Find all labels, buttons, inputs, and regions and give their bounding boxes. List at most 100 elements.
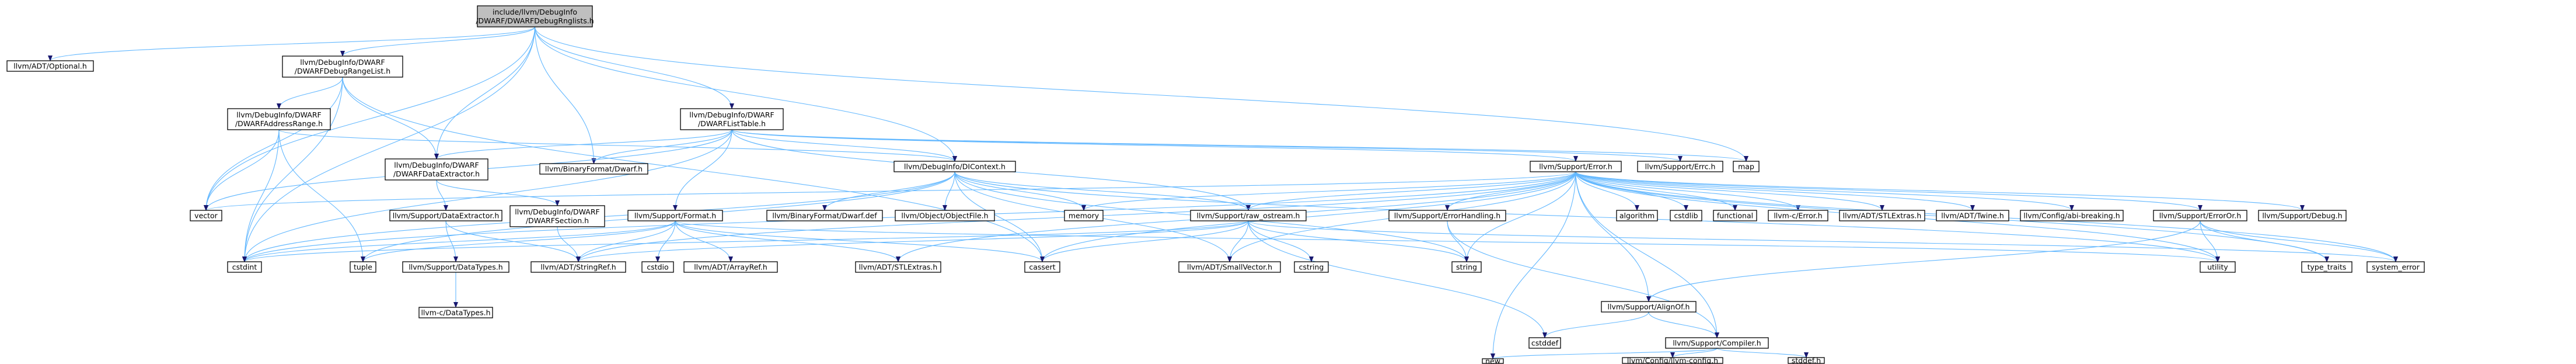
- node-label: string: [1456, 263, 1477, 272]
- node-vector[interactable]: vector: [190, 210, 222, 221]
- node-box: [1528, 337, 1561, 349]
- node-label: vector: [194, 212, 218, 220]
- edge-dataextractor-to-dwarfsection: [436, 179, 560, 206]
- node-cassert[interactable]: cassert: [1024, 261, 1060, 273]
- edge-root-to-dwarfh: [534, 26, 596, 164]
- node-label: memory: [1069, 212, 1099, 220]
- node-rawostream[interactable]: llvm/Support/raw_ostream.h: [1190, 210, 1307, 221]
- edge-listtable-to-cstdint: [242, 129, 732, 262]
- node-cstddef[interactable]: cstddef: [1528, 337, 1561, 349]
- node-systemerror[interactable]: system_error: [2366, 261, 2425, 273]
- node-box: [1451, 261, 1482, 273]
- node-box: [1294, 261, 1329, 273]
- node-format[interactable]: llvm/Support/Format.h: [627, 210, 723, 221]
- edge-root-to-rangelist: [340, 26, 536, 57]
- node-label: /DWARF/DWARFDebugRnglists.h: [476, 16, 594, 25]
- edge-root-to-map: [534, 26, 1748, 162]
- node-stringref[interactable]: llvm/ADT/StringRef.h: [530, 261, 626, 273]
- node-cstring[interactable]: cstring: [1294, 261, 1329, 273]
- node-optional[interactable]: llvm/ADT/Optional.h: [6, 60, 94, 72]
- node-label: llvm/DebugInfo/DWARF: [689, 110, 774, 119]
- node-algorithm[interactable]: algorithm: [1616, 210, 1658, 221]
- node-stlextras2[interactable]: llvm/ADT/STLExtras.h: [1839, 210, 1925, 221]
- edge-errorhandling-to-string: [1447, 220, 1469, 262]
- node-label: cassert: [1029, 263, 1055, 272]
- node-alignof[interactable]: llvm/Support/AlignOf.h: [1601, 301, 1697, 313]
- node-utility[interactable]: utility: [2200, 261, 2236, 273]
- node-label: cstdlib: [1674, 212, 1698, 220]
- edge-sde-to-stringref: [445, 220, 581, 262]
- node-addrrange[interactable]: llvm/DebugInfo/DWARF/DWARFAddressRange.h: [227, 108, 331, 130]
- node-functional[interactable]: functional: [1713, 210, 1757, 221]
- node-label: llvm/Support/Errc.h: [1645, 162, 1716, 171]
- node-erroror[interactable]: llvm/Support/ErrorOr.h: [2153, 210, 2247, 221]
- node-cstdio[interactable]: cstdio: [641, 261, 674, 273]
- node-label: /DWARFSection.h: [526, 216, 589, 225]
- node-string[interactable]: string: [1451, 261, 1482, 273]
- node-sde[interactable]: llvm/Support/DataExtractor.h: [389, 210, 502, 221]
- node-memory[interactable]: memory: [1064, 210, 1104, 221]
- node-root[interactable]: include/llvm/DebugInfo/DWARF/DWARFDebugR…: [476, 5, 594, 27]
- node-dataextractor[interactable]: llvm/DebugInfo/DWARF/DWARFDataExtractor.…: [385, 158, 488, 181]
- edge-erroror-to-systemerror: [2200, 220, 2398, 262]
- edge-dataextractor-to-sde: [436, 179, 448, 211]
- node-new[interactable]: new: [1482, 357, 1504, 364]
- node-map[interactable]: map: [1733, 161, 1760, 172]
- node-typetraits[interactable]: type_traits: [2301, 261, 2352, 273]
- edge-dicontext-to-rawostream: [954, 171, 1251, 211]
- node-box: [2200, 261, 2236, 273]
- node-compiler[interactable]: llvm/Support/Compiler.h: [1665, 337, 1769, 349]
- node-twine[interactable]: llvm/ADT/Twine.h: [1936, 210, 2009, 221]
- node-box: [1190, 210, 1307, 221]
- node-stddef[interactable]: stddef.h: [1788, 356, 1825, 364]
- edge-listtable-to-format: [673, 129, 732, 211]
- node-dwarfdef[interactable]: llvm/BinaryFormat/Dwarf.def: [766, 210, 883, 221]
- node-box: [2153, 210, 2247, 221]
- node-box: [1178, 261, 1281, 273]
- node-stlextras[interactable]: llvm/ADT/STLExtras.h: [855, 261, 941, 273]
- node-errorhandling[interactable]: llvm/Support/ErrorHandling.h: [1388, 210, 1506, 221]
- node-abibreaking[interactable]: llvm/Config/abi-breaking.h: [2020, 210, 2124, 221]
- edge-error-to-string: [1464, 171, 1576, 262]
- edge-addrrange-to-cstdint: [242, 129, 280, 262]
- node-error[interactable]: llvm/Support/Error.h: [1530, 161, 1622, 172]
- node-label: utility: [2207, 263, 2228, 272]
- node-dicontext[interactable]: llvm/DebugInfo/DIContext.h: [893, 161, 1016, 172]
- edge-rawostream-to-cstddef: [1248, 220, 1547, 338]
- node-debugh[interactable]: llvm/Support/Debug.h: [2258, 210, 2347, 221]
- node-llvmconfig[interactable]: llvm/Config/llvm-config.h: [1622, 356, 1723, 364]
- node-label: llvm/Support/DataTypes.h: [409, 263, 502, 272]
- node-cstdint[interactable]: cstdint: [227, 261, 262, 273]
- node-arrayref[interactable]: llvm/ADT/ArrayRef.h: [683, 261, 778, 273]
- edge-root-to-optional: [48, 26, 536, 61]
- node-label: cstddef: [1531, 339, 1559, 348]
- edge-error-to-algorithm: [1575, 171, 1639, 211]
- node-rangelist[interactable]: llvm/DebugInfo/DWARF/DWARFDebugRangeList…: [282, 56, 403, 78]
- node-datatypes[interactable]: llvm/Support/DataTypes.h: [402, 261, 509, 273]
- node-tuple[interactable]: tuple: [350, 261, 376, 273]
- node-dwarfh[interactable]: llvm/BinaryFormat/Dwarf.h: [539, 163, 648, 175]
- edge-dicontext-to-cassert: [954, 171, 1045, 262]
- edge-error-to-erroror: [1575, 171, 2202, 211]
- node-errc[interactable]: llvm/Support/Errc.h: [1637, 161, 1723, 172]
- node-label: /DWARFListTable.h: [698, 119, 766, 128]
- node-listtable[interactable]: llvm/DebugInfo/DWARF/DWARFListTable.h: [680, 108, 784, 130]
- node-smallvector[interactable]: llvm/ADT/SmallVector.h: [1178, 261, 1281, 273]
- edge-listtable-to-dicontext: [731, 129, 957, 162]
- edge-error-to-compiler: [1575, 171, 1719, 338]
- node-label: cstdint: [232, 263, 257, 272]
- edge-rawostream-to-cstdint: [242, 220, 1249, 262]
- node-label: llvm/ADT/Optional.h: [13, 62, 87, 71]
- node-label: llvm/DebugInfo/DWARF: [300, 58, 385, 67]
- edge-root-to-listtable: [534, 26, 734, 109]
- node-objectfile[interactable]: llvm/Object/ObjectFile.h: [895, 210, 995, 221]
- node-label: llvm/ADT/StringRef.h: [540, 263, 616, 272]
- node-dwarfsection[interactable]: llvm/DebugInfo/DWARF/DWARFSection.h: [509, 205, 605, 227]
- node-cstdlib[interactable]: cstdlib: [1670, 210, 1702, 221]
- node-box: [477, 5, 593, 27]
- node-label: llvm/Config/abi-breaking.h: [2023, 212, 2120, 220]
- edge-error-to-abibreaking: [1575, 171, 2074, 211]
- edge-listtable-to-dwarfh: [591, 129, 732, 164]
- node-cerror[interactable]: llvm-c/Error.h: [1768, 210, 1828, 221]
- node-cdatatypes[interactable]: llvm-c/DataTypes.h: [418, 307, 493, 318]
